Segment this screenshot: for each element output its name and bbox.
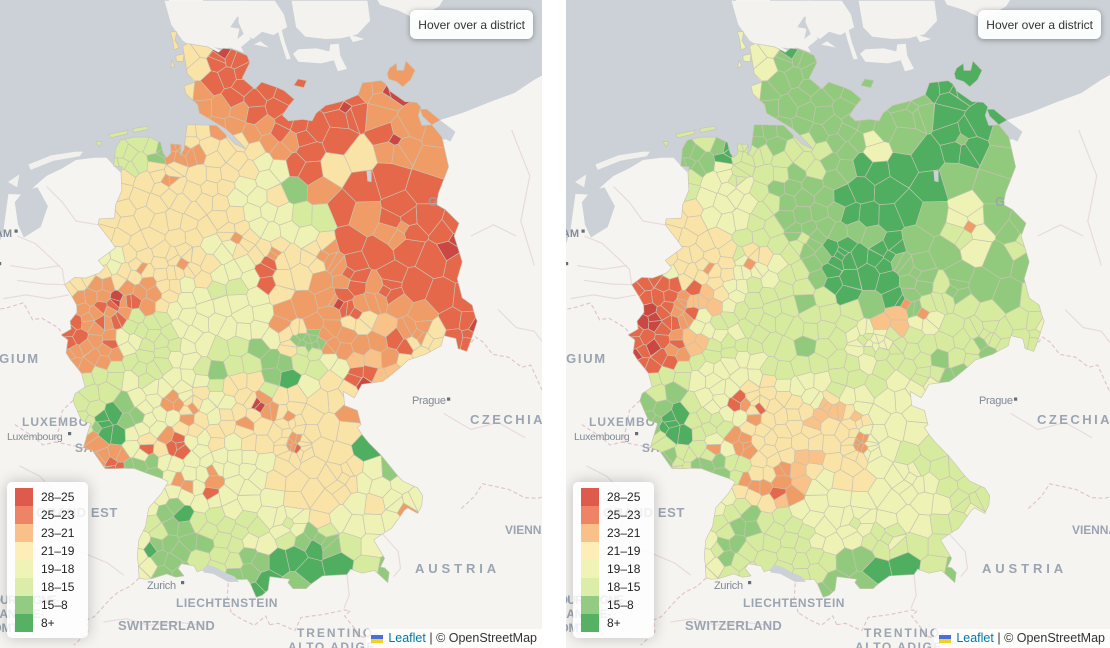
svg-text:LIECHTENSTEIN: LIECHTENSTEIN (743, 596, 845, 610)
svg-text:BELGIUM: BELGIUM (0, 351, 40, 366)
svg-text:TRENTINO-: TRENTINO- (864, 626, 947, 640)
svg-text:ALTO ADIGE: ALTO ADIGE (288, 640, 376, 648)
svg-text:VIENNA: VIENNA (505, 523, 542, 537)
svg-text:SWITZERLAND: SWITZERLAND (118, 618, 215, 633)
svg-text:Prague: Prague (412, 395, 446, 407)
svg-text:Luxembourg: Luxembourg (7, 431, 63, 443)
svg-text:LIECHTENSTEIN: LIECHTENSTEIN (176, 596, 278, 610)
svg-text:VIENNA: VIENNA (1072, 523, 1110, 537)
svg-text:AUSTRIA: AUSTRIA (415, 561, 500, 576)
svg-text:ALTO ADIGE: ALTO ADIGE (855, 640, 943, 648)
svg-text:G: G (995, 194, 1005, 209)
svg-text:AUSTRIA: AUSTRIA (982, 561, 1067, 576)
svg-text:Prague: Prague (979, 395, 1013, 407)
svg-text:BELGIUM: BELGIUM (566, 351, 607, 366)
svg-text:SWITZERLAND: SWITZERLAND (685, 618, 782, 633)
svg-text:AM: AM (566, 228, 579, 240)
svg-text:CZECHIA: CZECHIA (470, 412, 542, 427)
svg-text:Zurich: Zurich (147, 580, 176, 592)
svg-text:TRENTINO-: TRENTINO- (297, 626, 380, 640)
svg-text:Luxembourg: Luxembourg (574, 431, 630, 443)
svg-text:AM: AM (0, 228, 12, 240)
svg-text:Zurich: Zurich (714, 580, 743, 592)
svg-text:G: G (428, 194, 438, 209)
svg-text:CZECHIA: CZECHIA (1037, 412, 1110, 427)
